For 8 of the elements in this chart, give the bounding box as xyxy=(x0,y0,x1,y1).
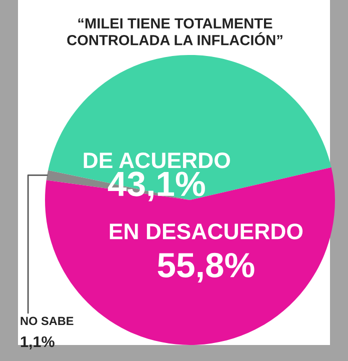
chart-title: “MILEI TIENE TOTALMENTE CONTROLADA LA INFLACIÓN” xyxy=(67,18,282,46)
pie-slice xyxy=(48,55,332,200)
data-label: 55,8% xyxy=(158,252,254,283)
slice-label: EN DESACUERDO xyxy=(110,224,303,240)
data-label: 43,1% xyxy=(108,172,205,202)
slice-label: DE ACUERDO xyxy=(84,152,230,168)
data-label: 1,1% xyxy=(20,336,54,350)
slice-label: NO SABE xyxy=(20,316,74,326)
